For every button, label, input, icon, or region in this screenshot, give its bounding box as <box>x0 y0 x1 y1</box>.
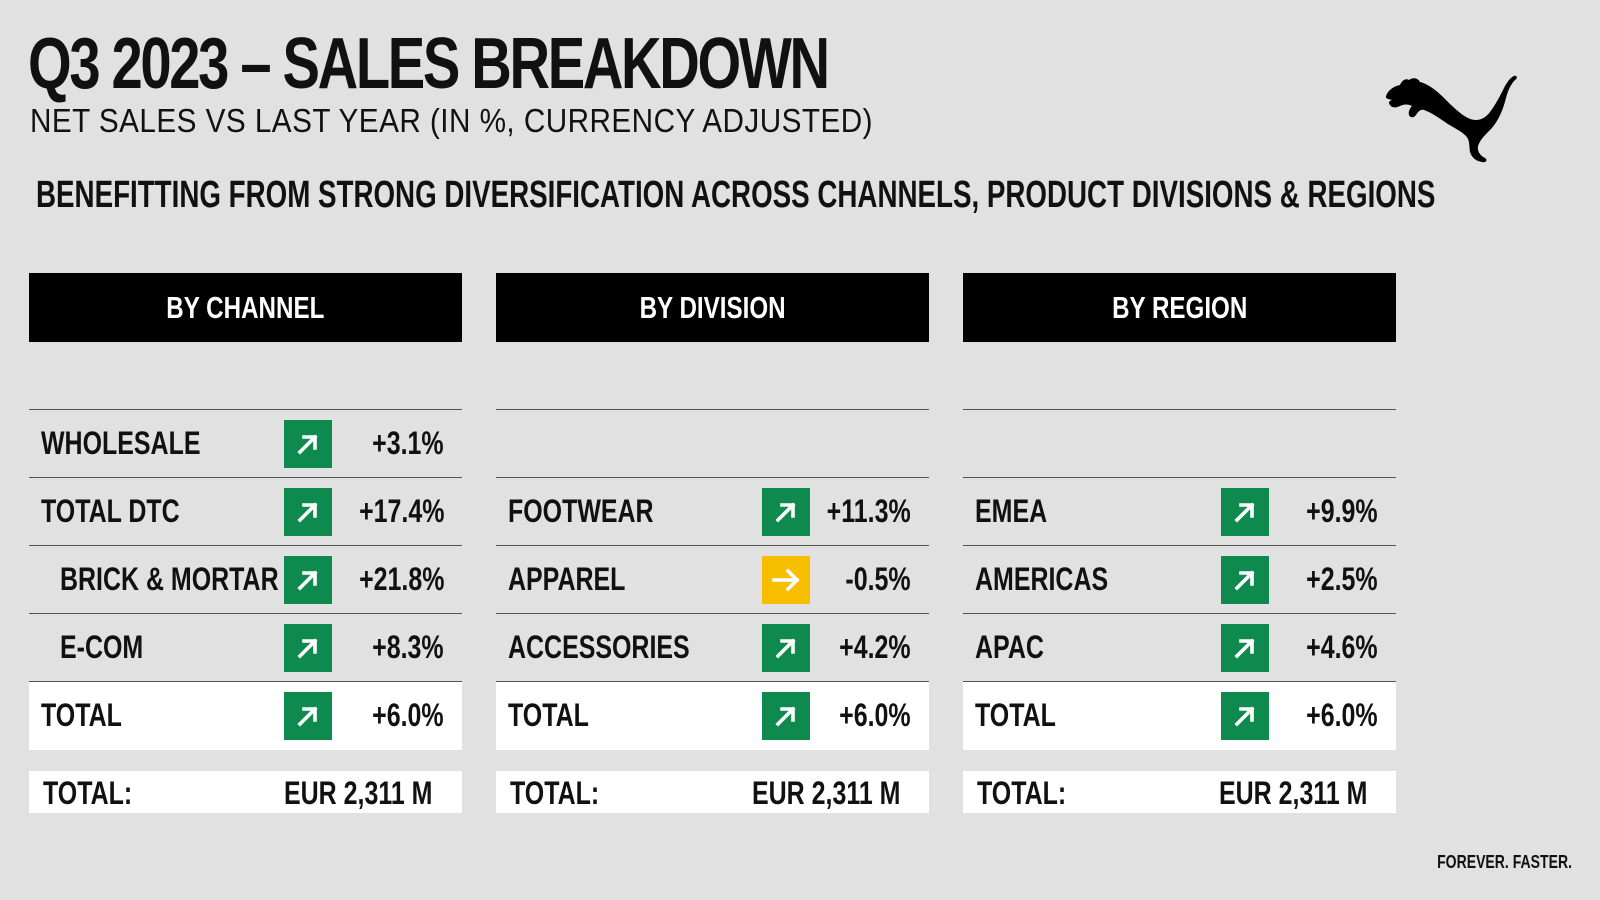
empty-row <box>963 410 1396 478</box>
row-value: +6.0% <box>372 697 444 733</box>
total-row: TOTAL +6.0% <box>496 682 929 750</box>
table-row: AMERICAS +2.5% <box>963 546 1396 614</box>
row-label: TOTAL <box>41 697 122 733</box>
sum-value: EUR 2,311 M <box>284 775 433 811</box>
row-value: +6.0% <box>1306 697 1378 733</box>
panel-by-division: BY DIVISION FOOTWEAR +11.3% APPAREL -0.5… <box>496 273 929 813</box>
table-row: EMEA +9.9% <box>963 478 1396 546</box>
row-value: +4.2% <box>839 629 911 665</box>
sum-value: EUR 2,311 M <box>752 775 901 811</box>
arrow-up-right-icon <box>1221 488 1269 536</box>
arrow-up-right-icon <box>284 556 332 604</box>
sum-bar: TOTAL: EUR 2,311 M <box>963 771 1396 813</box>
row-label: APPAREL <box>508 561 626 597</box>
row-label: ACCESSORIES <box>508 629 690 665</box>
panel-title: BY REGION <box>1111 289 1248 325</box>
table-row: WHOLESALE +3.1% <box>29 410 462 478</box>
arrow-up-right-icon <box>284 692 332 740</box>
row-value: +2.5% <box>1306 561 1378 597</box>
panel-title: BY DIVISION <box>639 289 786 325</box>
row-label: EMEA <box>975 493 1048 529</box>
row-label: E-COM <box>60 629 144 665</box>
row-value: +4.6% <box>1306 629 1378 665</box>
puma-logo-icon <box>1385 75 1517 163</box>
row-value: +8.3% <box>372 629 444 665</box>
sum-value: EUR 2,311 M <box>1219 775 1368 811</box>
row-value: +9.9% <box>1306 493 1378 529</box>
arrow-up-right-icon <box>284 420 332 468</box>
row-label: TOTAL DTC <box>41 493 180 529</box>
row-label: FOOTWEAR <box>508 493 654 529</box>
empty-row <box>496 342 929 410</box>
row-value: +21.8% <box>358 561 444 597</box>
panel-header: BY DIVISION <box>496 273 929 342</box>
empty-row <box>29 342 462 410</box>
sum-label: TOTAL: <box>977 775 1067 811</box>
arrow-up-right-icon <box>1221 692 1269 740</box>
total-row: TOTAL +6.0% <box>963 682 1396 750</box>
panel-title: BY CHANNEL <box>166 289 325 325</box>
panel-header: BY CHANNEL <box>29 273 462 342</box>
row-label: BRICK & MORTAR <box>60 561 279 597</box>
sum-bar: TOTAL: EUR 2,311 M <box>496 771 929 813</box>
tagline: FOREVER. FASTER. <box>1437 852 1572 872</box>
headline: BENEFITTING FROM STRONG DIVERSIFICATION … <box>36 174 1436 216</box>
table-row: BRICK & MORTAR +21.8% <box>29 546 462 614</box>
arrow-up-right-icon <box>284 488 332 536</box>
row-label: APAC <box>975 629 1044 665</box>
arrow-up-right-icon <box>284 624 332 672</box>
panel-header: BY REGION <box>963 273 1396 342</box>
row-label: AMERICAS <box>975 561 1109 597</box>
table-row: ACCESSORIES +4.2% <box>496 614 929 682</box>
arrow-up-right-icon <box>1221 624 1269 672</box>
table-row: APPAREL -0.5% <box>496 546 929 614</box>
row-label: TOTAL <box>975 697 1056 733</box>
row-value: +17.4% <box>358 493 444 529</box>
page-title: Q3 2023 – SALES BREAKDOWN <box>28 24 830 104</box>
sum-label: TOTAL: <box>43 775 133 811</box>
arrow-up-right-icon <box>762 488 810 536</box>
total-row: TOTAL +6.0% <box>29 682 462 750</box>
row-label: WHOLESALE <box>41 425 201 461</box>
sum-bar: TOTAL: EUR 2,311 M <box>29 771 462 813</box>
row-label: TOTAL <box>508 697 589 733</box>
table-row: TOTAL DTC +17.4% <box>29 478 462 546</box>
table-row: E-COM +8.3% <box>29 614 462 682</box>
panel-by-region: BY REGION EMEA +9.9% AMERICAS +2.5% APAC… <box>963 273 1396 813</box>
empty-row <box>963 342 1396 410</box>
arrow-up-right-icon <box>762 692 810 740</box>
arrow-up-right-icon <box>762 624 810 672</box>
page-subtitle: NET SALES VS LAST YEAR (IN %, CURRENCY A… <box>30 102 873 139</box>
sum-label: TOTAL: <box>510 775 600 811</box>
row-value: +6.0% <box>839 697 911 733</box>
empty-row <box>496 410 929 478</box>
panel-by-channel: BY CHANNEL WHOLESALE +3.1% TOTAL DTC +17… <box>29 273 462 813</box>
row-value: -0.5% <box>845 561 911 597</box>
table-row: FOOTWEAR +11.3% <box>496 478 929 546</box>
row-value: +11.3% <box>827 493 911 529</box>
arrow-up-right-icon <box>1221 556 1269 604</box>
row-value: +3.1% <box>372 425 444 461</box>
table-row: APAC +4.6% <box>963 614 1396 682</box>
arrow-right-icon <box>762 556 810 604</box>
